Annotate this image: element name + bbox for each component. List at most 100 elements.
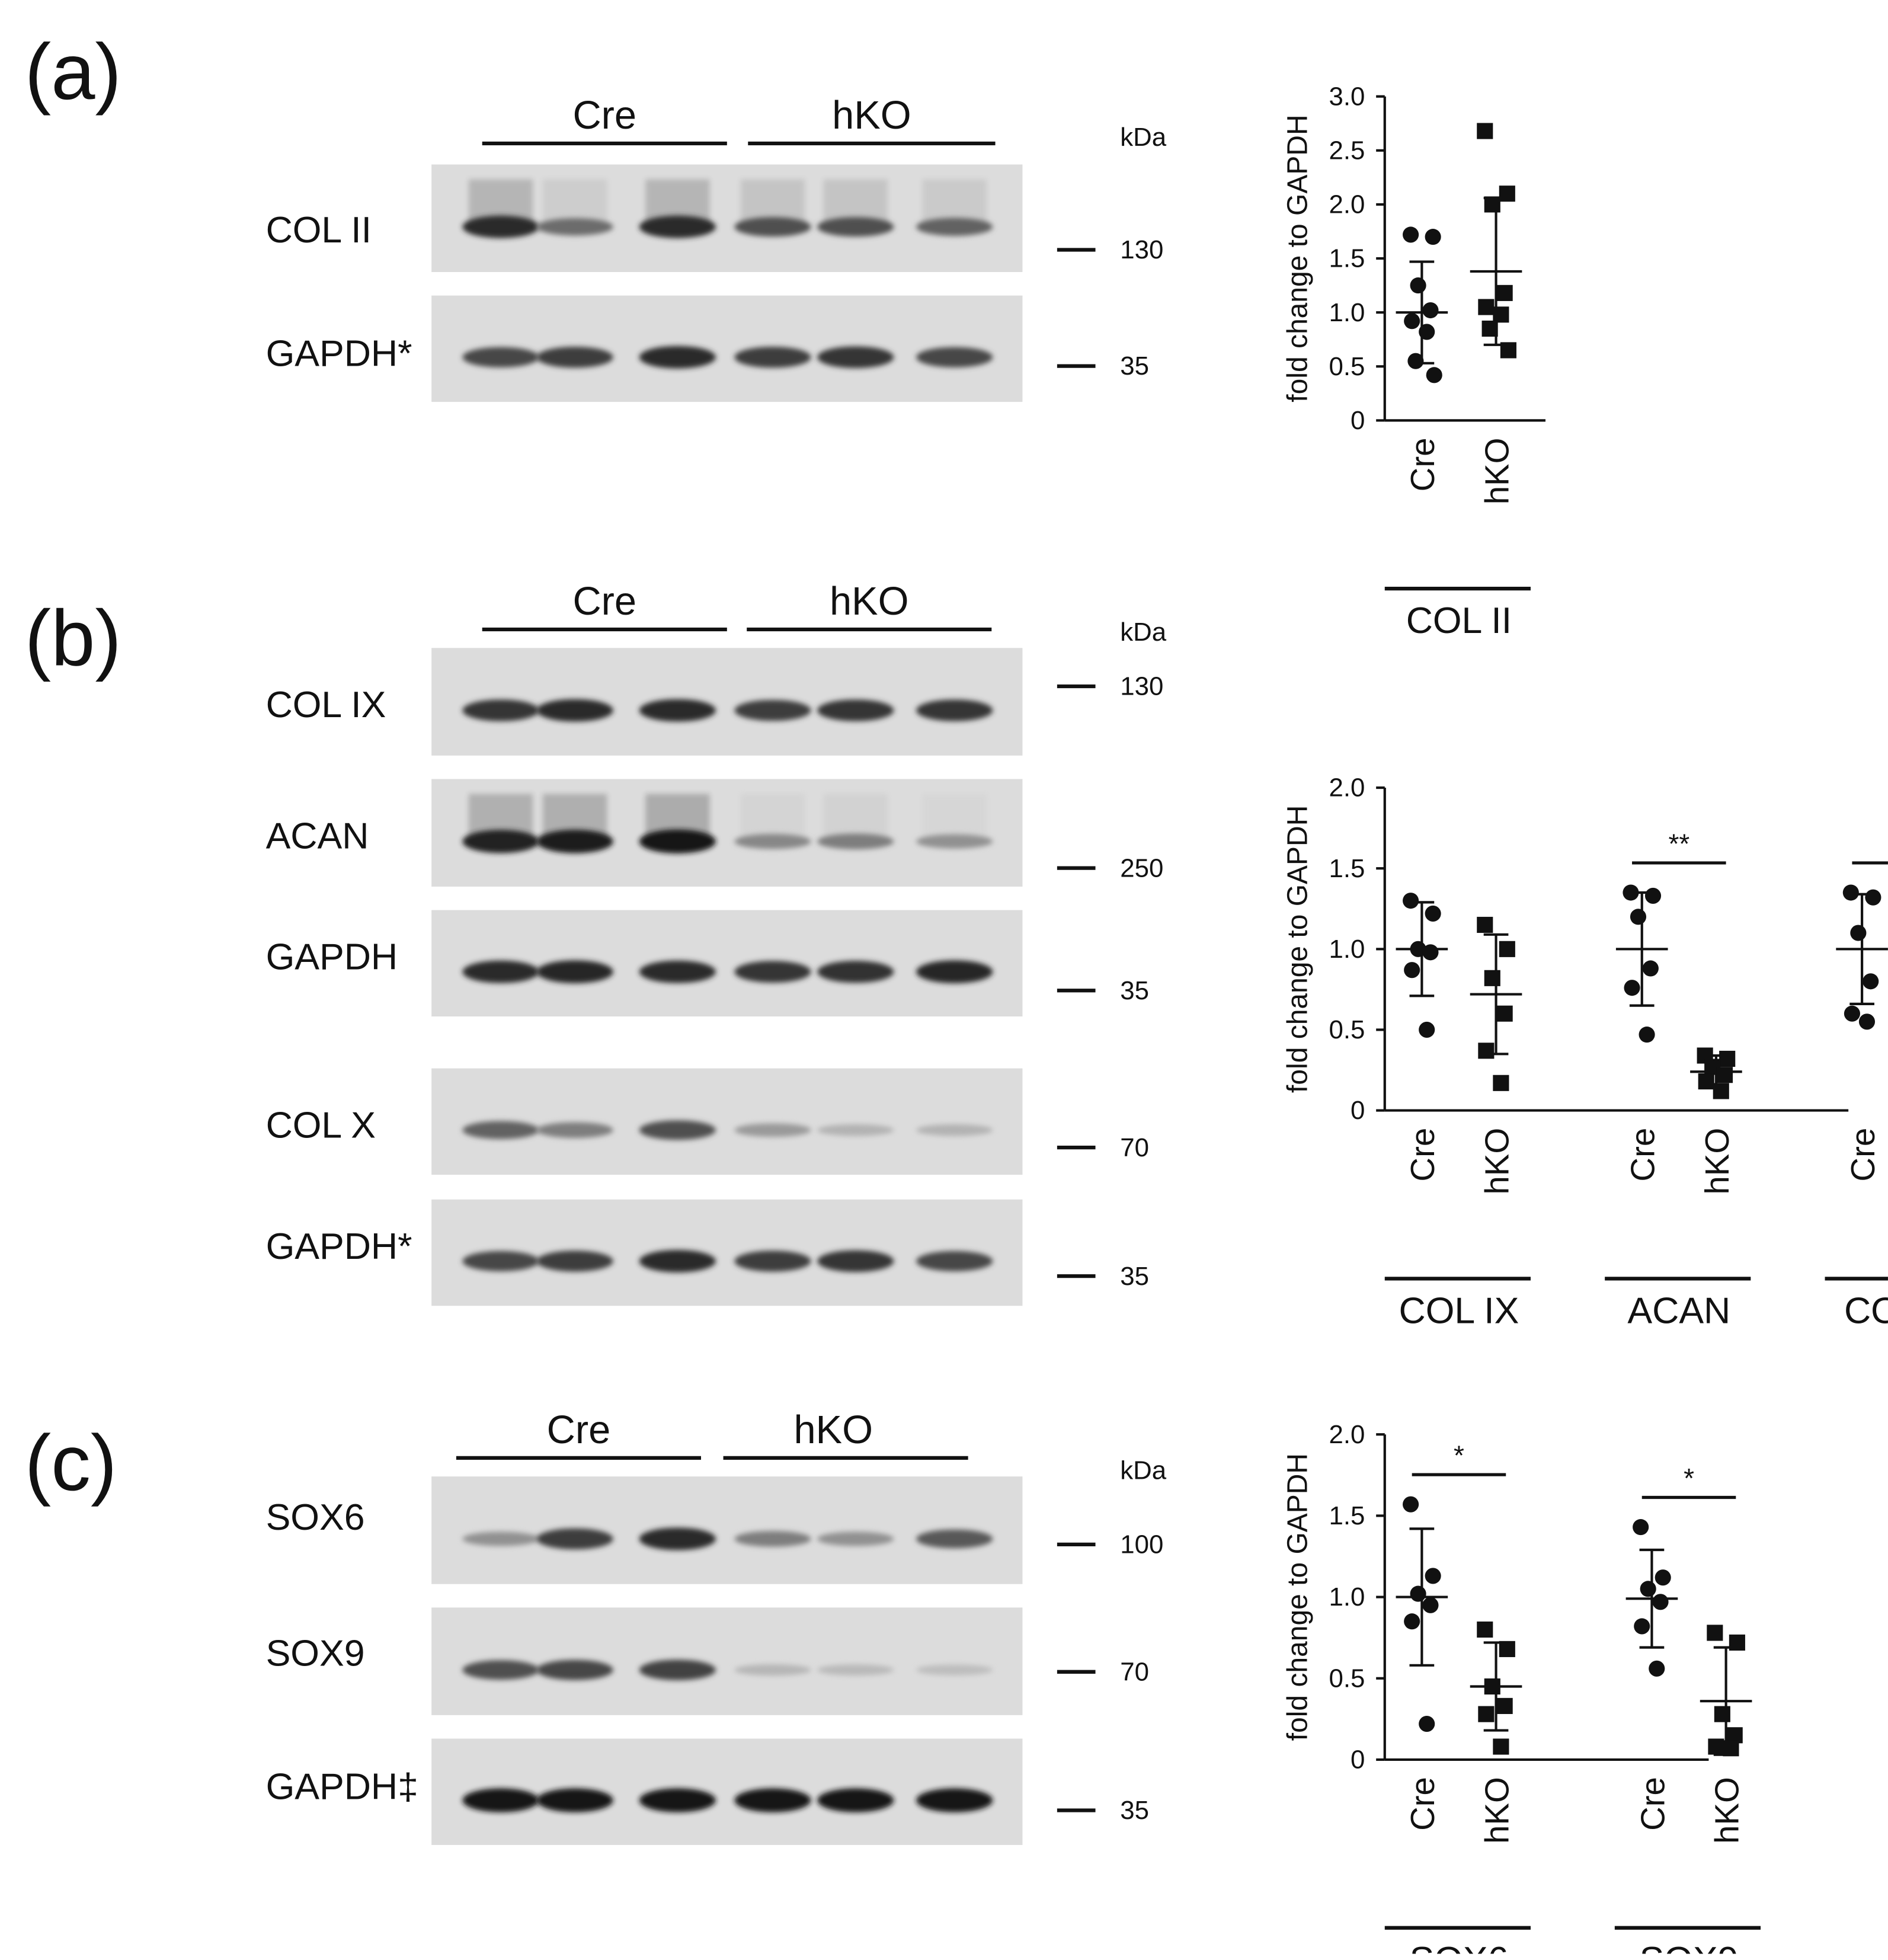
blot-acan: ACAN 250	[266, 779, 1163, 887]
blot-gapdh: GAPDH 35	[266, 910, 1149, 1017]
y-tick-label: 0.5	[1329, 352, 1365, 381]
data-point-circle	[1425, 1568, 1441, 1584]
blot-membrane	[431, 648, 1023, 756]
blot-band	[536, 699, 613, 722]
x-tick-label: Cre	[1404, 438, 1441, 492]
data-point-square	[1713, 1083, 1729, 1099]
x-tick-label: hKO	[1698, 1128, 1736, 1195]
blot-band	[639, 346, 716, 369]
blot-band	[734, 961, 811, 983]
significance-label: *	[1454, 1440, 1464, 1470]
data-point-circle	[1410, 1585, 1426, 1602]
data-point-circle	[1644, 887, 1662, 904]
panel-letter: (b)	[25, 594, 121, 682]
group-label-cre: Cre	[572, 94, 636, 138]
group-label-hko: hKO	[793, 1408, 873, 1452]
x-tick-label: hKO	[1478, 1128, 1515, 1195]
x-tick-label: hKO	[1708, 1777, 1745, 1844]
blot-band	[817, 1124, 894, 1136]
marker-label: 100	[1120, 1530, 1163, 1559]
blot-band	[734, 1123, 811, 1137]
blot-band	[817, 346, 894, 369]
y-tick-label: 1.5	[1329, 244, 1365, 273]
data-point-circle	[1422, 944, 1439, 961]
data-point-circle	[1419, 1021, 1435, 1038]
data-point-circle	[1633, 1519, 1649, 1536]
significance-label: **	[1668, 828, 1689, 859]
group-label: SOX9	[1640, 1939, 1739, 1954]
scatter-chart-col-ii: 0 0.5 1.0 1.5 2.0 2.5 3.0 fold change to GAPDH C…	[1282, 82, 1546, 641]
group-label-cre: Cre	[547, 1408, 611, 1452]
blot-band	[916, 699, 993, 721]
data-point-circle	[1652, 1594, 1669, 1610]
protein-label: GAPDH	[266, 936, 398, 978]
blot-band	[536, 1788, 613, 1812]
group-label-hko: hKO	[830, 580, 909, 624]
blot-band	[462, 215, 539, 238]
blot-band	[734, 217, 811, 237]
blot-band	[462, 830, 539, 853]
protein-label: SOX9	[266, 1632, 365, 1674]
blot-membrane	[431, 1476, 1023, 1584]
panel-a: (a) Cre hKO kDa COL II 130 GAPDH* 35	[25, 28, 1167, 402]
kda-label: kDa	[1120, 618, 1167, 647]
protein-label: GAPDH*	[266, 333, 412, 375]
protein-label: COL IX	[266, 684, 386, 725]
protein-label: GAPDH*	[266, 1226, 412, 1267]
y-tick-label: 2.0	[1329, 773, 1365, 802]
blot-band	[536, 1251, 613, 1272]
blot-band	[916, 218, 993, 236]
data-point-circle	[1642, 960, 1659, 977]
group-label: SOX6	[1409, 1939, 1508, 1954]
blot-band	[916, 1124, 993, 1136]
blot-band	[817, 699, 894, 721]
blot-band	[734, 1531, 811, 1547]
blot-band	[462, 1788, 539, 1812]
data-point-square	[1496, 284, 1513, 301]
protein-label: SOX6	[266, 1497, 365, 1538]
data-point-circle	[1422, 1597, 1439, 1613]
group-label-cre: Cre	[572, 580, 636, 624]
y-tick-label: 2.0	[1329, 190, 1365, 219]
data-point-square	[1499, 186, 1515, 202]
marker-label: 35	[1120, 351, 1149, 381]
blot-col-ix: COL IX 130	[266, 648, 1163, 756]
data-point-square	[1478, 299, 1495, 315]
y-axis-title: fold change to GAPDH	[1282, 114, 1313, 402]
data-point-square	[1484, 1678, 1500, 1695]
data-point-circle	[1842, 884, 1859, 901]
kda-label: kDa	[1120, 1456, 1167, 1485]
blot-band	[916, 834, 993, 849]
marker-label: 35	[1120, 976, 1149, 1005]
blot-membrane	[431, 1068, 1023, 1175]
blot-band	[639, 699, 716, 722]
blot-membrane	[431, 1607, 1023, 1715]
blot-col-ii: COL II 130	[266, 164, 1163, 273]
data-point-circle	[1426, 367, 1442, 383]
data-point-square	[1708, 1738, 1724, 1755]
data-point-circle	[1858, 1013, 1876, 1030]
blot-band	[916, 960, 993, 984]
blot-band	[817, 217, 894, 237]
data-point-circle	[1640, 1581, 1656, 1597]
y-tick-label: 3.0	[1329, 82, 1365, 111]
data-point-square	[1477, 1621, 1493, 1638]
blot-band	[462, 1531, 539, 1546]
data-point-square	[1496, 1697, 1513, 1714]
blot-membrane	[431, 910, 1023, 1017]
blot-band	[916, 1664, 993, 1676]
blot-membrane	[431, 1738, 1023, 1845]
blot-band	[817, 833, 894, 850]
blot-col-x: COL X 70	[266, 1068, 1149, 1175]
blot-band	[536, 1122, 613, 1139]
x-tick-label: Cre	[1634, 1777, 1671, 1831]
data-point-circle	[1410, 277, 1426, 294]
y-axis-title: fold change to GAPDH	[1282, 1453, 1313, 1741]
data-point-circle	[1422, 302, 1439, 319]
blot-gapdh: GAPDH* 35	[266, 1199, 1149, 1306]
marker-label: 130	[1120, 672, 1163, 701]
data-point-circle	[1639, 1027, 1655, 1043]
data-point-circle	[1649, 1660, 1665, 1677]
blot-band	[916, 1788, 993, 1812]
data-point-square	[1477, 916, 1493, 933]
